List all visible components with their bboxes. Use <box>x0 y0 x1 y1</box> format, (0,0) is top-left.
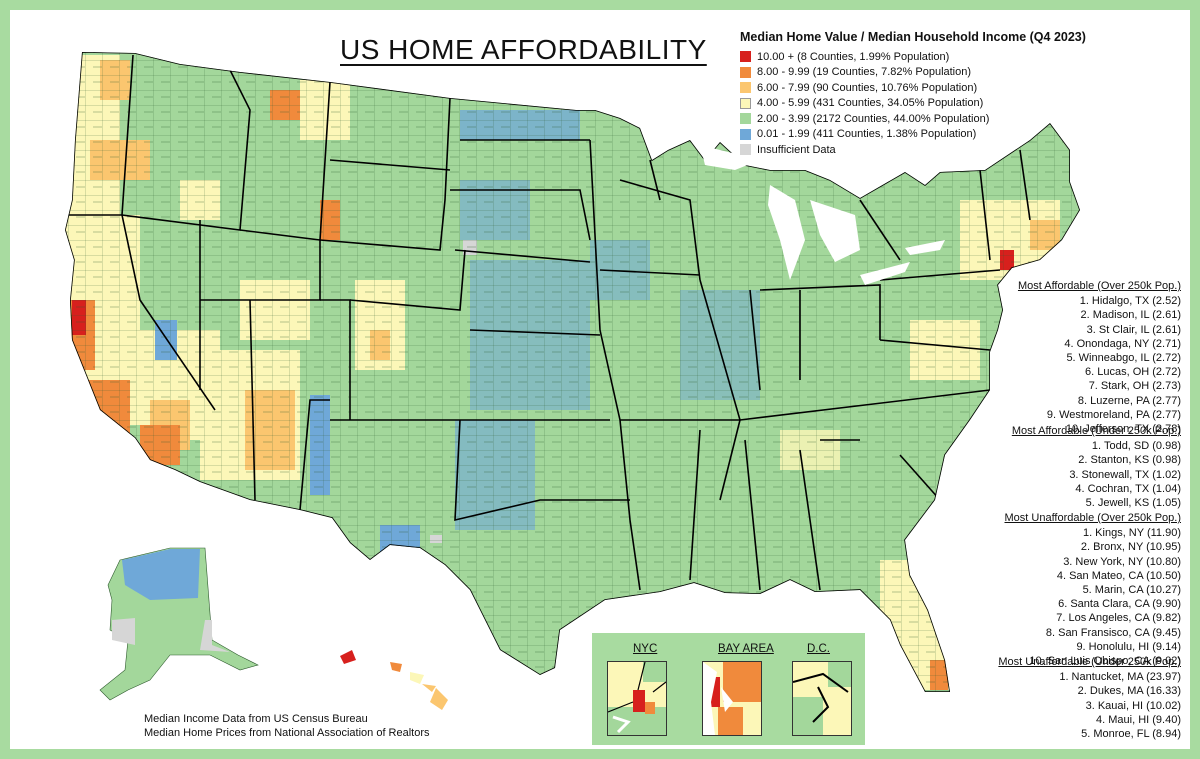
legend-label: 8.00 - 9.99 (19 Counties, 7.82% Populati… <box>757 66 972 78</box>
legend-swatch <box>740 128 751 140</box>
inset-label-dc: D.C. <box>807 643 830 655</box>
legend-item: 6.00 - 7.99 (90 Counties, 10.76% Populat… <box>740 80 1160 95</box>
ranking-item: 4. Onondaga, NY (2.71) <box>1064 337 1181 350</box>
ranking-item: 3. New York, NY (10.80) <box>1063 555 1181 568</box>
ranking-item: 4. Maui, HI (9.40) <box>1096 713 1181 726</box>
ranking-item: 1. Nantucket, MA (23.97) <box>1059 671 1181 684</box>
source-line: Median Home Prices from National Associa… <box>144 727 430 739</box>
ranking-item: 9. Westmoreland, PA (2.77) <box>1046 408 1181 421</box>
ranking-item: 2. Stanton, KS (0.98) <box>1078 454 1181 467</box>
legend-label: 2.00 - 3.99 (2172 Counties, 44.00% Popul… <box>757 112 990 125</box>
ranking-item: 2. Madison, IL (2.61) <box>1080 309 1181 322</box>
legend-item: 10.00 + (8 Counties, 1.99% Population) <box>740 49 1160 64</box>
ranking-item: 6. Santa Clara, CA (9.90) <box>1058 598 1181 611</box>
legend-label: 10.00 + (8 Counties, 1.99% Population) <box>757 50 950 63</box>
ranking-item: 4. Cochran, TX (1.04) <box>1075 482 1181 495</box>
legend-swatch <box>740 97 751 109</box>
ranking-heading: Most Affordable (Under 250k Pop.) <box>1011 425 1181 437</box>
ranking-item: 8. San Fransisco, CA (9.45) <box>1045 626 1181 639</box>
ranking-item: 5. Marin, CA (10.27) <box>1082 584 1181 597</box>
ranking-item: 5. Monroe, FL (8.94) <box>1081 728 1181 741</box>
ranking-item: 10. Jefferson, TX (2.78) <box>1065 423 1181 436</box>
inset-maps: NYC BAY AREA D.C. <box>592 633 865 745</box>
legend-title: Median Home Value / Median Household Inc… <box>740 30 1086 44</box>
ranking-heading: Most Unaffordable (Under 250k Pop.) <box>998 656 1181 668</box>
legend-label: 6.00 - 7.99 (90 Counties, 10.76% Populat… <box>757 81 978 94</box>
inset-label-nyc: NYC <box>633 643 658 655</box>
inset-bay-area-map <box>702 661 762 736</box>
legend-item: 8.00 - 9.99 (19 Counties, 7.82% Populati… <box>740 65 1160 80</box>
inset-nyc-svg <box>608 662 666 735</box>
legend-swatch <box>740 51 751 62</box>
ranking-heading: Most Unaffordable (Over 250k Pop.) <box>1004 512 1182 524</box>
ranking-item: 5. Jewell, KS (1.05) <box>1085 497 1181 510</box>
legend-item: Insufficient Data <box>740 142 1160 157</box>
ranking-most-unaffordable-over: Most Unaffordable (Over 250k Pop.) 1. Ki… <box>1005 511 1182 668</box>
ranking-item: 3. St Clair, IL (2.61) <box>1086 323 1181 336</box>
ranking-item: 4. San Mateo, CA (10.50) <box>1056 569 1181 582</box>
ranking-item: 5. Winneabgo, IL (2.72) <box>1066 352 1181 365</box>
inset-dc-svg <box>793 662 851 735</box>
ranking-item: 2. Dukes, MA (16.33) <box>1077 685 1181 698</box>
ranking-item: 7. Los Angeles, CA (9.82) <box>1056 612 1181 625</box>
legend-item: 2.00 - 3.99 (2172 Counties, 44.00% Popul… <box>740 111 1160 126</box>
ranking-most-unaffordable-under: Most Unaffordable (Under 250k Pop.) 1. N… <box>998 655 1181 741</box>
legend-item: 4.00 - 5.99 (431 Counties, 34.05% Popula… <box>740 96 1160 111</box>
ranking-item: 3. Stonewall, TX (1.02) <box>1069 468 1181 481</box>
ranking-item: 9. Honolulu, HI (9.14) <box>1076 640 1181 653</box>
legend-swatch <box>740 82 751 93</box>
ranking-item: 1. Kings, NY (11.90) <box>1082 527 1181 540</box>
ranking-most-affordable-under: Most Affordable (Under 250k Pop.) 1. Tod… <box>1012 424 1181 510</box>
alaska <box>99 547 259 701</box>
ranking-item: 6. Lucas, OH (2.72) <box>1085 366 1181 379</box>
ranking-most-affordable-over: Most Affordable (Over 250k Pop.) 1. Hida… <box>1018 279 1181 436</box>
inset-bay-area-svg <box>703 662 761 735</box>
legend-swatch <box>740 113 751 124</box>
ranking-heading: Most Affordable (Over 250k Pop.) <box>1017 280 1181 292</box>
page-title: US HOME AFFORDABILITY <box>340 34 707 65</box>
ranking-item: 8. Luzerne, PA (2.77) <box>1077 394 1181 407</box>
legend-label: 0.01 - 1.99 (411 Counties, 1.38% Populat… <box>757 128 977 140</box>
legend-swatch <box>740 144 751 155</box>
ranking-item: 1. Todd, SD (0.98) <box>1091 440 1181 453</box>
inset-nyc-map <box>607 661 667 736</box>
legend: Median Home Value / Median Household Inc… <box>740 30 1160 158</box>
inset-dc-map <box>792 661 852 736</box>
legend-label: Insufficient Data <box>757 143 836 156</box>
legend-item: 0.01 - 1.99 (411 Counties, 1.38% Populat… <box>740 127 1160 142</box>
legend-swatch <box>740 66 751 78</box>
data-sources: Median Income Data from US Census Bureau… <box>144 712 430 740</box>
ranking-item: 3. Kauai, HI (10.02) <box>1085 699 1181 712</box>
ranking-item: 10. San Luis Obispo, CA (9.02) <box>1029 655 1181 668</box>
ranking-item: 1. Hidalgo, TX (2.52) <box>1079 295 1181 308</box>
hawaii <box>340 650 448 710</box>
legend-label: 4.00 - 5.99 (431 Counties, 34.05% Popula… <box>757 97 984 109</box>
ranking-item: 2. Bronx, NY (10.95) <box>1080 541 1181 554</box>
inset-label-bay-area: BAY AREA <box>718 643 774 655</box>
ranking-item: 7. Stark, OH (2.73) <box>1088 380 1181 393</box>
source-line: Median Income Data from US Census Bureau <box>144 713 368 725</box>
